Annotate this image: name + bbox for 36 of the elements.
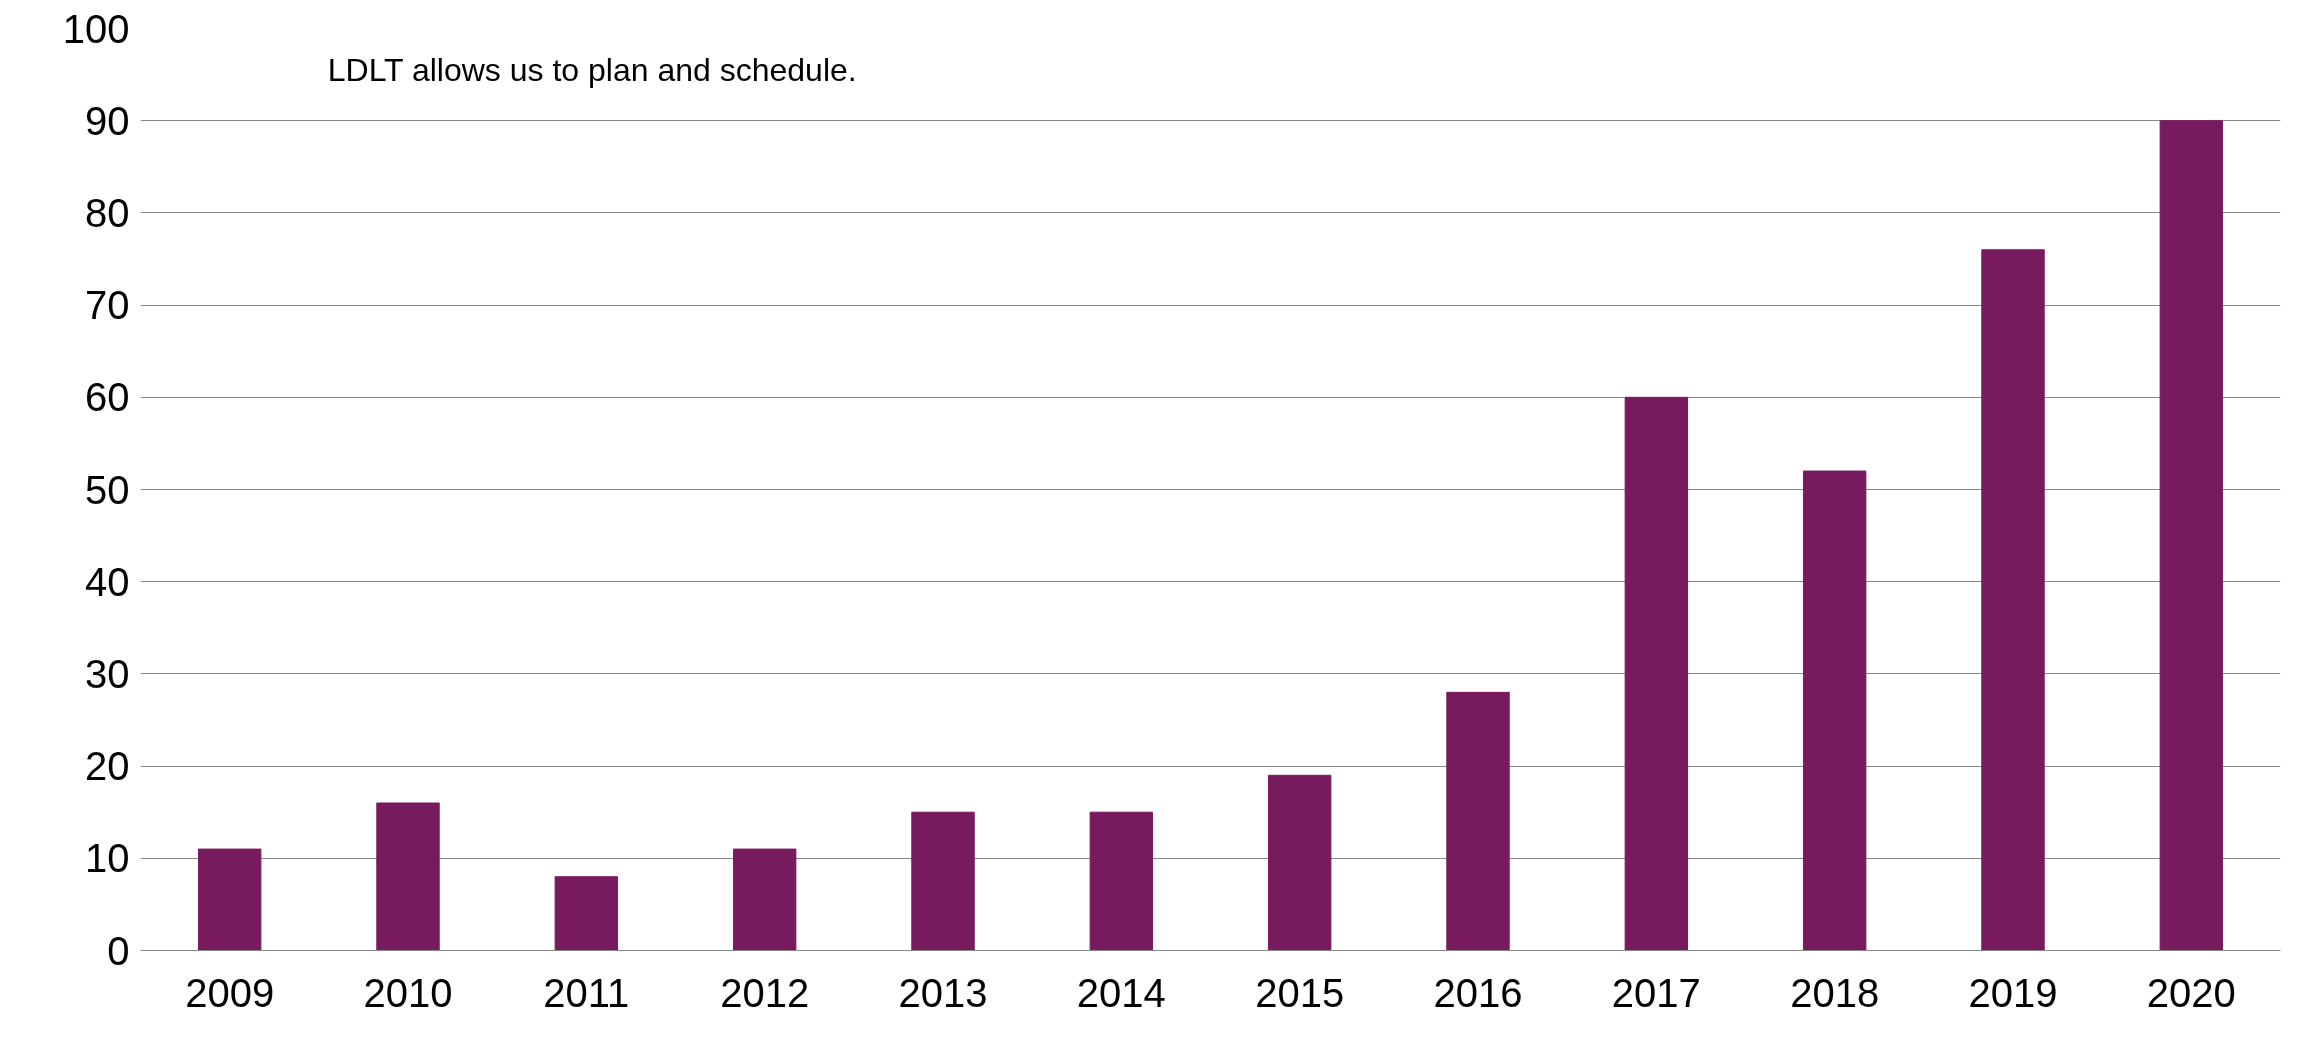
y-tick-label: 10: [85, 836, 130, 881]
x-tick-label: 2016: [1433, 970, 1523, 1015]
y-tick-label: 80: [85, 190, 130, 235]
y-tick-label: 40: [85, 559, 130, 604]
bar: [911, 811, 975, 951]
x-tick-label: 2011: [543, 970, 630, 1015]
bar: [1981, 249, 2045, 951]
x-tick-label: 2017: [1611, 970, 1701, 1015]
bar: [197, 848, 262, 951]
bar: [1624, 396, 1689, 951]
x-tick-label: 2012: [720, 970, 810, 1015]
x-tick-label: 2009: [185, 970, 275, 1015]
bar: [1802, 470, 1867, 951]
bar: [376, 802, 440, 951]
y-tick-label: 100: [62, 6, 130, 51]
bar: [1446, 691, 1510, 951]
y-tick-label: 30: [85, 651, 130, 696]
x-tick-label: 2010: [363, 970, 453, 1015]
y-tick-label: 90: [85, 98, 130, 143]
y-tick-label: 70: [85, 283, 130, 328]
bar: [1267, 774, 1332, 951]
bar: [2159, 120, 2224, 951]
x-tick-label: 2014: [1076, 970, 1166, 1015]
x-tick-label: 2020: [2146, 970, 2236, 1015]
y-tick-label: 20: [85, 744, 130, 789]
y-tick-label: 50: [85, 467, 130, 512]
annotation: LDLT allows us to plan and schedule.: [327, 51, 857, 88]
x-tick-label: 2018: [1790, 970, 1880, 1015]
x-tick-label: 2013: [898, 970, 988, 1015]
y-tick-label: 0: [107, 928, 130, 973]
bar: [1089, 811, 1154, 951]
x-tick-label: 2019: [1968, 970, 2058, 1015]
x-tick-label: 2015: [1255, 970, 1345, 1015]
bar: [554, 876, 619, 951]
bar: [732, 848, 797, 951]
y-tick-label: 60: [85, 375, 130, 420]
